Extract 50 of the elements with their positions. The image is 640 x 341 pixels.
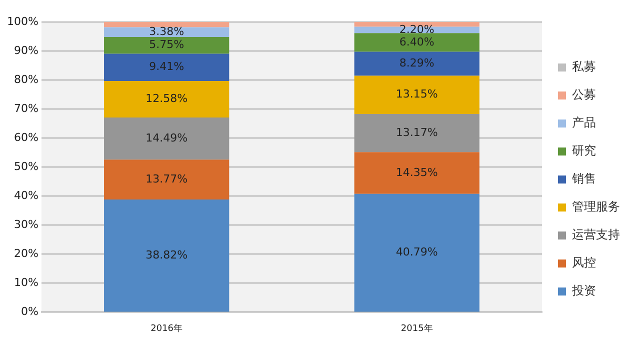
y-tick-label: 50%: [14, 160, 38, 173]
legend-label: 风控: [572, 256, 596, 270]
y-tick-label: 20%: [14, 247, 38, 260]
data-label: 14.49%: [146, 131, 188, 144]
x-tick-label: 2015年: [400, 322, 433, 334]
data-label: 8.29%: [399, 56, 434, 70]
data-label: 6.40%: [399, 35, 434, 48]
legend-label: 公募: [572, 88, 596, 102]
data-label: 13.17%: [396, 126, 438, 139]
bar: [354, 114, 480, 152]
data-label: 13.77%: [146, 172, 188, 186]
legend-label: 管理服务: [572, 200, 620, 214]
bar: [104, 37, 230, 54]
bar: [354, 52, 480, 76]
bar: [104, 200, 230, 312]
legend-label: 投资: [571, 284, 596, 298]
y-tick-label: 0%: [20, 305, 38, 318]
bar: [104, 22, 230, 28]
data-label: 2.20%: [399, 22, 434, 36]
legend-label: 产品: [572, 116, 596, 130]
data-label: 12.58%: [146, 92, 188, 106]
bar: [354, 152, 480, 194]
data-label: 38.82%: [146, 248, 188, 262]
legend-label: 私募: [572, 60, 596, 74]
legend-label: 研究: [572, 144, 596, 158]
bar: [104, 27, 230, 38]
y-tick-label: 60%: [14, 130, 38, 144]
y-tick-label: 100%: [6, 14, 38, 28]
legend-label: 销售: [571, 172, 596, 186]
y-tick-label: 90%: [14, 44, 38, 57]
bar: [104, 118, 230, 160]
y-tick-label: 30%: [14, 218, 38, 231]
bar: [354, 194, 480, 312]
data-label: 9.41%: [149, 60, 184, 74]
bar: [354, 76, 480, 114]
y-tick-label: 70%: [14, 102, 38, 115]
data-label: 5.75%: [149, 38, 184, 52]
legend-label: 运营支持: [572, 228, 620, 242]
bar: [104, 160, 230, 200]
y-tick-label: 80%: [14, 72, 38, 86]
data-label: 3.38%: [149, 24, 184, 38]
bar: [354, 33, 480, 52]
data-label: 40.79%: [396, 246, 438, 259]
data-label: 14.35%: [396, 166, 438, 179]
x-tick-label: 2016年: [150, 322, 183, 334]
bar: [104, 54, 230, 82]
bar: [104, 81, 230, 118]
y-tick-label: 40%: [14, 188, 38, 202]
data-label: 13.15%: [396, 88, 438, 101]
y-tick-label: 10%: [14, 276, 38, 290]
